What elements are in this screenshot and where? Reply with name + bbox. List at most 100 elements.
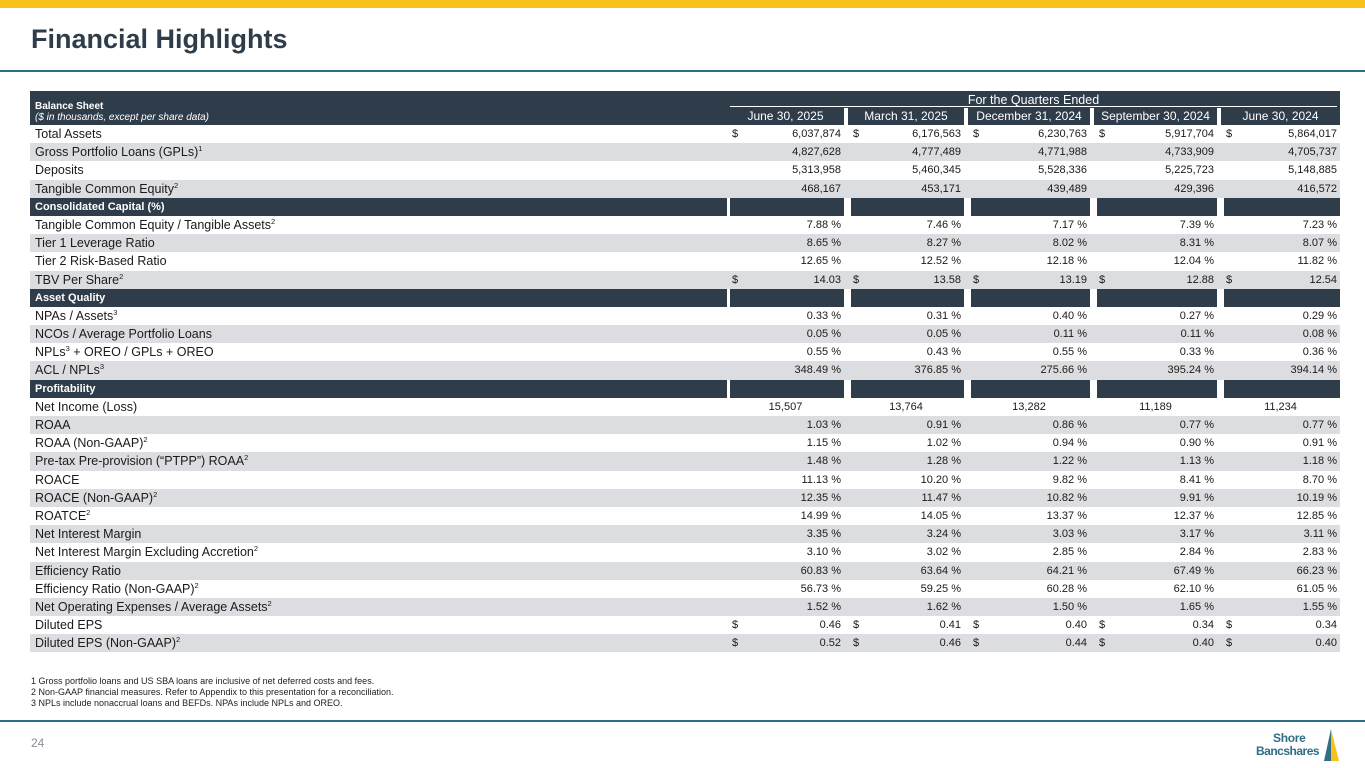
- value-cell: $0.40: [1221, 634, 1340, 652]
- value-cell: 1.48 %: [727, 452, 844, 470]
- cell-value: 0.52: [819, 637, 841, 650]
- row-label: Efficiency Ratio: [35, 562, 121, 580]
- row-label-text: ROACE: [35, 472, 80, 487]
- cell-value: 0.55 %: [806, 346, 841, 359]
- row-label: Deposits: [35, 161, 84, 179]
- column-header: June 30, 2024: [1242, 109, 1319, 123]
- table-row: ACL / NPLs3 348.49 % 376.85 % 275.66 % 395.2…: [30, 361, 1340, 380]
- cell-value: 10.20 %: [920, 473, 961, 486]
- value-cell: 4,827,628: [727, 143, 844, 161]
- footnote-ref: 2: [153, 489, 158, 499]
- logo-line-1: Shore: [1273, 731, 1306, 745]
- value-cell: 3.24 %: [848, 525, 964, 543]
- section-header: Profitability: [30, 379, 1340, 398]
- column-separator: [1090, 108, 1094, 125]
- cell-value: 66.23 %: [1296, 564, 1337, 577]
- footnotes: 1 Gross portfolio loans and US SBA loans…: [31, 676, 394, 709]
- cell-value: 453,171: [921, 182, 961, 195]
- cell-value: 1.18 %: [1302, 455, 1337, 468]
- section-cell: [971, 197, 1090, 216]
- cell-value: 12.52 %: [920, 255, 961, 268]
- cell-value: 3.24 %: [926, 528, 961, 541]
- row-label-text: NPLs: [35, 345, 66, 360]
- header-span-underline: [730, 106, 1337, 107]
- cell-value: 0.86 %: [1052, 419, 1087, 431]
- table-row: Efficiency Ratio (Non-GAAP)2 56.73 % 59.25…: [30, 580, 1340, 598]
- column-header: December 31, 2024: [976, 109, 1082, 123]
- value-cell: 3.02 %: [848, 543, 964, 561]
- cell-value: 0.40: [1065, 619, 1087, 632]
- value-cell: 14.05 %: [848, 507, 964, 525]
- value-cell: $13.19: [968, 271, 1090, 289]
- row-label-suffix: + OREO / GPLs + OREO: [69, 345, 214, 360]
- dollar-sign: $: [973, 637, 980, 650]
- value-cell: $5,917,704: [1094, 125, 1217, 143]
- cell-value: 7.23 %: [1302, 218, 1337, 231]
- header-span-title: For the Quarters Ended: [967, 93, 1100, 107]
- value-cell: 1.65 %: [1094, 598, 1217, 616]
- row-label: ROATCE2: [35, 507, 90, 525]
- section-title: Profitability: [30, 379, 727, 398]
- table-row: Deposits 5,313,958 5,460,345 5,528,336 5,225…: [30, 161, 1340, 179]
- table-row: Tangible Common Equity2 468,167 453,171 439…: [30, 179, 1340, 198]
- cell-value: 5,225,723: [1165, 164, 1214, 177]
- cell-value: 3.10 %: [806, 546, 841, 559]
- row-label: Pre-tax Pre-provision (“PTPP”) ROAA2: [35, 452, 248, 470]
- value-cell: 12.65 %: [727, 252, 844, 270]
- row-label-text: NPAs / Assets: [35, 308, 114, 323]
- section-cell: [1224, 379, 1340, 398]
- cell-value: 0.41: [939, 619, 961, 632]
- cell-value: 1.02 %: [926, 437, 961, 450]
- footnote-ref: 2: [173, 180, 179, 190]
- cell-value: 6,176,563: [912, 128, 961, 140]
- value-cell: $0.40: [968, 616, 1090, 634]
- value-cell: 0.90 %: [1094, 434, 1217, 452]
- footnote-ref: 3: [99, 362, 105, 372]
- dollar-sign: $: [973, 128, 980, 140]
- value-cell: 2.83 %: [1221, 543, 1340, 561]
- value-cell: 66.23 %: [1221, 562, 1340, 580]
- section-cell: [730, 379, 844, 398]
- value-cell: 13.37 %: [968, 507, 1090, 525]
- value-cell: $14.03: [727, 271, 844, 289]
- row-label: Net Interest Margin Excluding Accretion2: [35, 543, 258, 561]
- row-label: Total Assets: [35, 125, 102, 143]
- value-cell: 0.33 %: [727, 307, 844, 325]
- row-label: NPLs3 + OREO / GPLs + OREO: [35, 343, 214, 361]
- cell-value: 8.02 %: [1052, 237, 1087, 250]
- row-label: Diluted EPS: [35, 616, 102, 634]
- footnote-ref: 2: [194, 580, 199, 590]
- cell-value: 5,864,017: [1288, 128, 1337, 140]
- column-headers: June 30, 2025 March 31, 2025 December 31, …: [727, 108, 1340, 125]
- row-label-text: NCOs / Average Portfolio Loans: [35, 327, 212, 342]
- footnote-ref: 3: [113, 307, 118, 317]
- value-cell: 0.05 %: [727, 325, 844, 343]
- row-label-text: Efficiency Ratio (Non-GAAP): [35, 581, 195, 596]
- value-cell: 453,171: [848, 180, 964, 198]
- page-number: 24: [31, 736, 45, 750]
- cell-value: 1.52 %: [806, 600, 841, 613]
- value-cell: 9.91 %: [1094, 489, 1217, 507]
- cell-value: 7.46 %: [926, 218, 961, 231]
- value-cell: 4,733,909: [1094, 143, 1217, 161]
- row-label-text: ROAA (Non-GAAP): [35, 436, 144, 451]
- value-cell: $6,176,563: [848, 125, 964, 143]
- table-row: Pre-tax Pre-provision (“PTPP”) ROAA2 1.48…: [30, 452, 1340, 471]
- cell-value: 7.39 %: [1179, 218, 1214, 231]
- value-cell: 8.27 %: [848, 234, 964, 252]
- row-label: Tangible Common Equity2: [35, 180, 178, 198]
- cell-value: 6,037,874: [792, 128, 841, 140]
- value-cell: 468,167: [727, 180, 844, 198]
- cell-value: 1.50 %: [1052, 600, 1087, 613]
- cell-value: 0.44: [1065, 637, 1087, 650]
- cell-value: 12.35 %: [800, 491, 841, 504]
- value-cell: 1.52 %: [727, 598, 844, 616]
- row-label-text: Diluted EPS: [35, 618, 103, 633]
- column-separator: [964, 108, 968, 125]
- value-cell: 12.52 %: [848, 252, 964, 270]
- row-label-text: ROACE (Non-GAAP): [35, 490, 154, 505]
- value-cell: 7.88 %: [727, 216, 844, 234]
- cell-value: 10.82 %: [1046, 491, 1087, 504]
- section-cell: [851, 197, 964, 216]
- value-cell: 13,282: [968, 398, 1090, 416]
